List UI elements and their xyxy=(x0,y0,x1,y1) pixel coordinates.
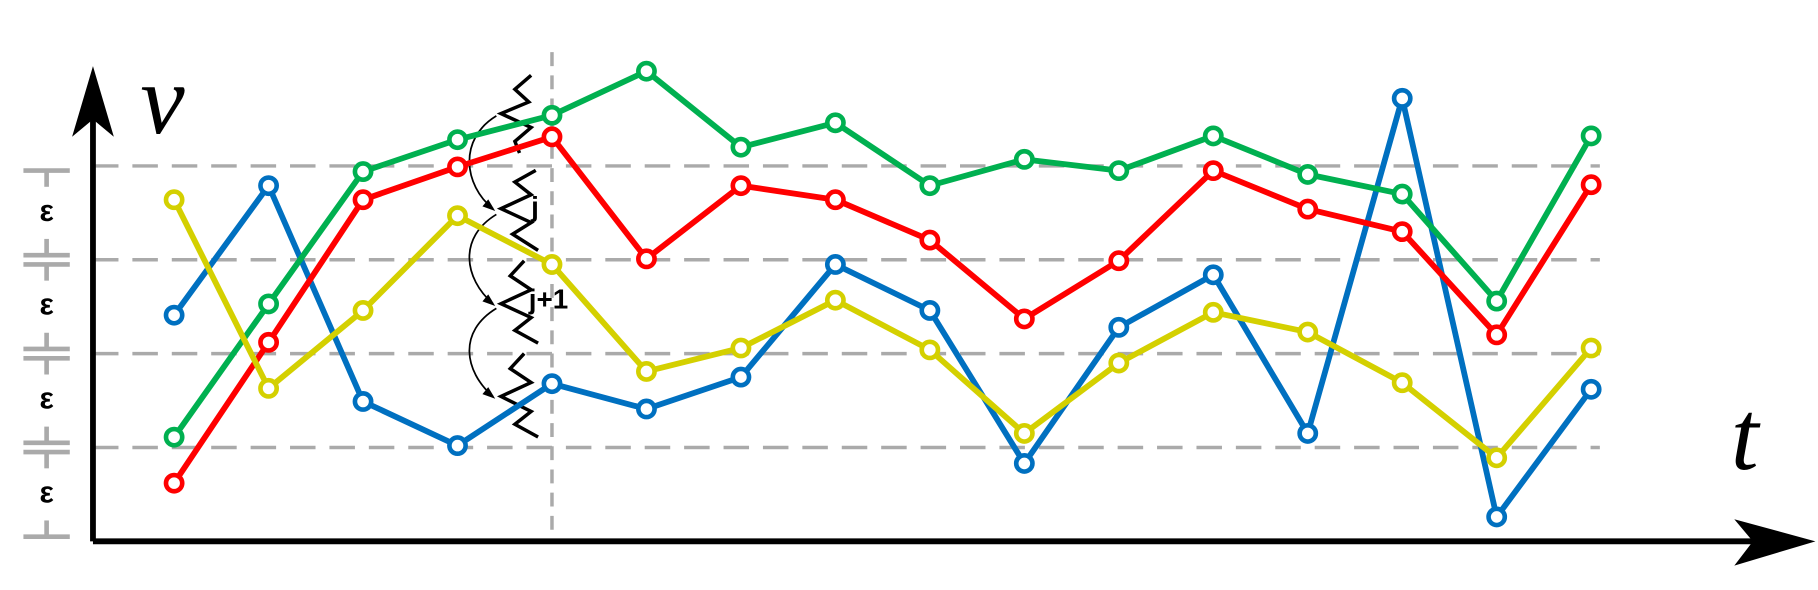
data-point xyxy=(824,254,846,275)
data-point xyxy=(919,175,941,197)
data-point xyxy=(447,205,468,227)
data-point xyxy=(636,398,657,420)
series-line xyxy=(171,133,1594,485)
data-point xyxy=(1202,301,1224,323)
data-point xyxy=(541,373,563,395)
data-point xyxy=(1391,372,1413,394)
data-point xyxy=(1013,452,1035,474)
data-point xyxy=(1486,290,1508,312)
data-point xyxy=(258,331,280,353)
data-point xyxy=(1486,447,1508,469)
data-point xyxy=(730,136,752,158)
data-point xyxy=(730,175,752,197)
data-point xyxy=(1580,378,1602,400)
data-point xyxy=(1108,160,1130,182)
data-point xyxy=(1297,321,1319,343)
y-axis-arrow xyxy=(72,66,114,137)
data-point xyxy=(1202,160,1224,182)
data-point xyxy=(541,126,563,148)
annotation: j+1 xyxy=(528,284,568,315)
series-line xyxy=(171,95,1594,520)
data-point xyxy=(258,293,280,315)
data-point xyxy=(824,189,846,211)
data-point xyxy=(163,426,185,448)
data-point xyxy=(1486,324,1508,346)
data-point xyxy=(258,175,280,197)
ruler: ε ε ε ε xyxy=(23,168,70,539)
data-point xyxy=(163,304,185,326)
data-point xyxy=(919,339,941,361)
zigzag xyxy=(496,74,540,439)
data-point xyxy=(1486,506,1508,528)
data-point xyxy=(352,189,374,211)
data-point xyxy=(1013,148,1035,170)
data-point xyxy=(1580,174,1602,196)
data-point xyxy=(447,435,468,457)
data-point xyxy=(1391,183,1413,205)
data-point xyxy=(1391,87,1413,109)
band-label: ε xyxy=(39,195,53,228)
band-label: ε xyxy=(39,289,53,322)
data-point xyxy=(636,361,657,382)
data-point xyxy=(730,337,752,359)
data-point xyxy=(1108,352,1130,374)
annotation: j xyxy=(530,191,539,222)
data-point xyxy=(919,229,941,251)
band-label: ε xyxy=(39,476,53,509)
x-axis-label: t xyxy=(1731,380,1761,491)
data-point xyxy=(447,156,468,178)
series-line xyxy=(171,68,1594,439)
data-point xyxy=(1580,125,1602,147)
data-point xyxy=(352,161,374,182)
data-point xyxy=(352,391,374,412)
plot-area xyxy=(163,60,1602,528)
data-point xyxy=(636,248,657,270)
data-point xyxy=(1391,221,1413,243)
data-point xyxy=(541,104,563,126)
y-axis-label: v xyxy=(140,44,185,155)
x-axis-arrow xyxy=(1734,519,1816,566)
data-point xyxy=(824,112,846,134)
data-point xyxy=(1013,308,1035,330)
data-point xyxy=(1108,316,1130,338)
series-line xyxy=(171,198,1594,461)
data-point xyxy=(541,254,563,275)
data-point xyxy=(824,289,846,311)
arrowheads xyxy=(482,199,496,399)
data-point xyxy=(1202,125,1224,147)
band-label: ε xyxy=(39,383,53,416)
data-point xyxy=(1202,264,1224,286)
data-point xyxy=(1013,422,1035,444)
data-point xyxy=(1297,198,1319,220)
data-point xyxy=(352,300,374,321)
data-point xyxy=(258,377,280,399)
data-point xyxy=(1297,163,1319,185)
data-point xyxy=(1108,250,1130,272)
data-point xyxy=(1297,422,1319,444)
data-point xyxy=(163,189,185,211)
data-point xyxy=(1580,337,1602,359)
data-point xyxy=(163,472,185,494)
data-point xyxy=(730,366,752,388)
data-point xyxy=(447,129,468,151)
data-point xyxy=(919,300,941,321)
data-point xyxy=(636,60,657,82)
